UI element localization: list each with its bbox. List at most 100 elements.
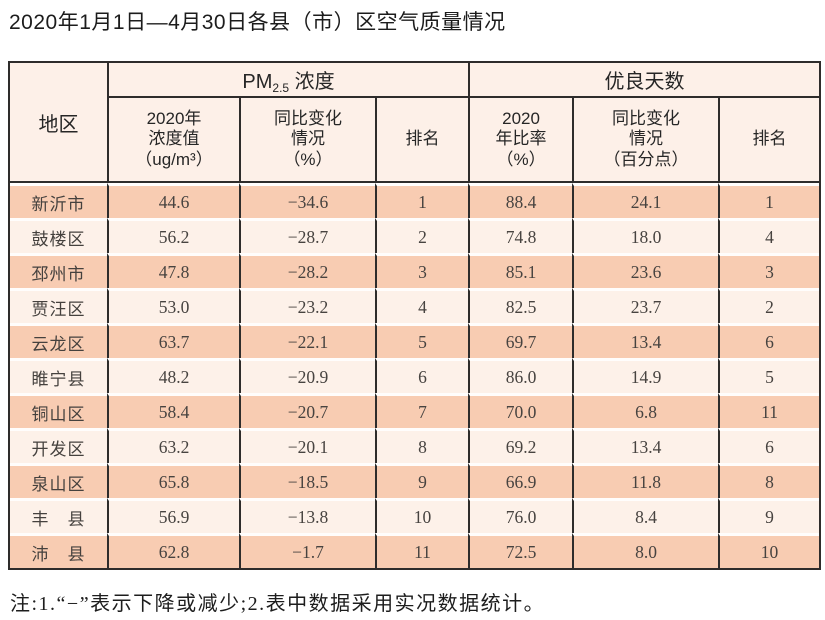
good_change-cell: 13.4 [572,428,719,464]
table-row: 泉山区 65.8 −18.5 9 66.9 11.8 8 [10,463,820,499]
good_rank-cell: 11 [718,393,820,429]
pm_rank-cell: 1 [375,183,469,219]
region-cell: 开发区 [10,428,107,464]
table-header: 地区 PM2.5 浓度 优良天数 2020年 浓度值 （ug/m³） 同比变化 … [10,63,820,184]
air-quality-table-body: 新沂市 44.6 −34.6 1 88.4 24.1 1 鼓楼区 56.2 −28.7 2 74.8 1… [10,183,820,569]
good_change-cell: 23.7 [572,288,719,324]
header-pm-group: PM2.5 浓度 [107,63,469,99]
air-quality-table: 地区 PM2.5 浓度 优良天数 2020年 浓度值 （ug/m³） 同比变化 … [8,61,822,571]
pm_rank-cell: 6 [375,358,469,394]
pm_value-cell: 58.4 [107,393,239,429]
good_rank-cell: 10 [718,533,820,569]
good_rank-cell: 3 [718,253,820,289]
table-row: 开发区 63.2 −20.1 8 69.2 13.4 6 [10,428,820,464]
table-row: 睢宁县 48.2 −20.9 6 86.0 14.9 5 [10,358,820,394]
pm_value-cell: 44.6 [107,183,239,219]
good_rate-cell: 88.4 [468,183,573,219]
good_rank-cell: 9 [718,498,820,534]
pm_value-cell: 62.8 [107,533,239,569]
good_rate-cell: 85.1 [468,253,573,289]
pm_value-cell: 63.2 [107,428,239,464]
table-row: 沛 县 62.8 −1.7 11 72.5 8.0 10 [10,533,820,569]
region-cell: 泉山区 [10,463,107,499]
pm_value-cell: 56.2 [107,218,239,254]
header-pm-rank: 排名 [375,98,469,184]
good_change-cell: 24.1 [572,183,719,219]
good_rate-cell: 82.5 [468,288,573,324]
pm_change-cell: −20.9 [239,358,375,394]
footnote: 注:1.“−”表示下降或减少;2.表中数据采用实况数据统计。 [10,593,546,616]
good_change-cell: 8.4 [572,498,719,534]
pm_change-cell: −22.1 [239,323,375,359]
region-cell: 贾汪区 [10,288,107,324]
pm_rank-cell: 7 [375,393,469,429]
pm_change-cell: −20.7 [239,393,375,429]
pm_change-cell: −28.2 [239,253,375,289]
region-cell: 鼓楼区 [10,218,107,254]
pm_rank-cell: 11 [375,533,469,569]
page-title: 2020年1月1日—4月30日各县（市）区空气质量情况 [9,11,506,34]
good_change-cell: 11.8 [572,463,719,499]
table-row: 邳州市 47.8 −28.2 3 85.1 23.6 3 [10,253,820,289]
header-pm-value: 2020年 浓度值 （ug/m³） [107,98,239,184]
pm-subscript: 2.5 [272,80,290,95]
good_rate-cell: 76.0 [468,498,573,534]
pm_value-cell: 63.7 [107,323,239,359]
header-good-rate: 2020 年比率 （%） [468,98,573,184]
pm_rank-cell: 5 [375,323,469,359]
good_rank-cell: 6 [718,428,820,464]
good_change-cell: 6.8 [572,393,719,429]
table-row: 铜山区 58.4 −20.7 7 70.0 6.8 11 [10,393,820,429]
good_rank-cell: 1 [718,183,820,219]
good_rate-cell: 69.2 [468,428,573,464]
pm_value-cell: 53.0 [107,288,239,324]
pm_value-cell: 56.9 [107,498,239,534]
pm_rank-cell: 10 [375,498,469,534]
region-cell: 云龙区 [10,323,107,359]
pm_change-cell: −13.8 [239,498,375,534]
good_rank-cell: 6 [718,323,820,359]
good_change-cell: 18.0 [572,218,719,254]
pm_change-cell: −20.1 [239,428,375,464]
table-row: 新沂市 44.6 −34.6 1 88.4 24.1 1 [10,183,820,219]
good_rate-cell: 69.7 [468,323,573,359]
good_rate-cell: 74.8 [468,218,573,254]
good_change-cell: 14.9 [572,358,719,394]
good_rate-cell: 66.9 [468,463,573,499]
pm-label: PM [242,70,273,93]
table-row: 贾汪区 53.0 −23.2 4 82.5 23.7 2 [10,288,820,324]
header-region: 地区 [10,63,107,184]
table-row: 云龙区 63.7 −22.1 5 69.7 13.4 6 [10,323,820,359]
good_change-cell: 8.0 [572,533,719,569]
pm_change-cell: −1.7 [239,533,375,569]
region-cell: 沛 县 [10,533,107,569]
pm_rank-cell: 9 [375,463,469,499]
pm_change-cell: −28.7 [239,218,375,254]
pm_change-cell: −34.6 [239,183,375,219]
good_change-cell: 13.4 [572,323,719,359]
good_rate-cell: 70.0 [468,393,573,429]
pm-group-suffix: 浓度 [289,70,335,93]
good_rate-cell: 72.5 [468,533,573,569]
region-cell: 铜山区 [10,393,107,429]
pm_value-cell: 48.2 [107,358,239,394]
header-good-rank: 排名 [718,98,820,184]
pm_rank-cell: 3 [375,253,469,289]
pm_rank-cell: 2 [375,218,469,254]
pm_change-cell: −23.2 [239,288,375,324]
good_rank-cell: 2 [718,288,820,324]
good_rank-cell: 4 [718,218,820,254]
region-cell: 丰 县 [10,498,107,534]
good_rank-cell: 8 [718,463,820,499]
good_rank-cell: 5 [718,358,820,394]
good_rate-cell: 86.0 [468,358,573,394]
pm_value-cell: 47.8 [107,253,239,289]
region-cell: 邳州市 [10,253,107,289]
good_change-cell: 23.6 [572,253,719,289]
pm_rank-cell: 4 [375,288,469,324]
pm_value-cell: 65.8 [107,463,239,499]
header-good-change: 同比变化 情况 （百分点） [572,98,719,184]
table-row: 鼓楼区 56.2 −28.7 2 74.8 18.0 4 [10,218,820,254]
pm_rank-cell: 8 [375,428,469,464]
pm_change-cell: −18.5 [239,463,375,499]
